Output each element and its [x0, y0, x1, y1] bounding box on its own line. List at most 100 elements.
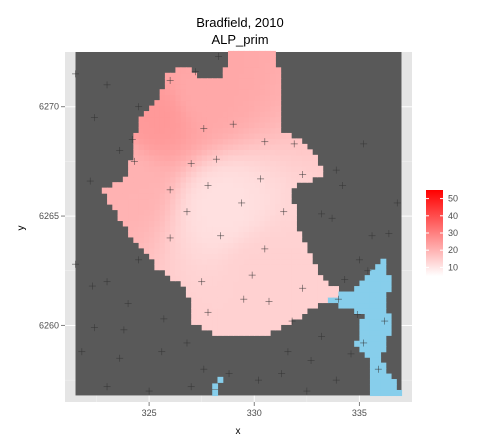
- heat-cell: [196, 286, 203, 293]
- point-marker: [307, 356, 315, 364]
- heat-cell: [227, 154, 234, 161]
- heat-cell: [154, 193, 161, 200]
- heat-cell: [222, 329, 229, 336]
- water-cell: [369, 329, 376, 336]
- heat-cell: [238, 78, 245, 85]
- heat-cell: [264, 275, 271, 282]
- heat-cell: [217, 269, 224, 276]
- heat-cell: [212, 291, 219, 298]
- heat-cell: [254, 302, 261, 309]
- heat-cell: [227, 165, 234, 172]
- heat-cell: [254, 329, 261, 336]
- heat-cell: [312, 269, 318, 276]
- heat-cell: [112, 193, 119, 200]
- heat-cell: [212, 324, 219, 331]
- point-marker: [145, 387, 153, 395]
- water-cell: [348, 291, 355, 298]
- heat-cell: [154, 182, 161, 189]
- heat-cell: [238, 61, 245, 68]
- heat-cell: [238, 291, 245, 298]
- heat-cell: [180, 122, 187, 129]
- heat-cell: [143, 116, 150, 123]
- heat-cell: [322, 297, 329, 304]
- point-marker: [254, 376, 262, 384]
- heat-cell: [175, 258, 182, 265]
- point-marker: [191, 68, 199, 76]
- chart-subtitle: ALP_prim: [211, 32, 268, 47]
- heat-cell: [301, 302, 308, 309]
- point-marker: [368, 232, 376, 240]
- heat-cell: [254, 61, 261, 68]
- water-cell: [375, 297, 382, 304]
- heat-cell: [280, 286, 287, 293]
- water-cell: [380, 340, 387, 347]
- water-cell: [375, 389, 382, 397]
- heat-cell: [149, 242, 155, 249]
- heat-cell: [222, 247, 229, 254]
- heat-cell: [264, 193, 271, 200]
- heat-cell: [322, 291, 329, 298]
- heat-cell: [227, 297, 234, 304]
- heat-cell: [285, 313, 292, 320]
- heat-cell: [296, 307, 303, 315]
- water-cell: [380, 324, 387, 331]
- heat-cell: [238, 231, 245, 238]
- heat-cell: [264, 329, 271, 336]
- heat-cell: [275, 182, 282, 189]
- heat-cell: [149, 138, 155, 145]
- heat-cell: [270, 132, 276, 140]
- heat-cell: [175, 67, 182, 74]
- heat-cell: [201, 280, 208, 287]
- heat-cell: [180, 116, 187, 123]
- water-cell: [359, 329, 366, 336]
- heat-cell: [264, 236, 271, 243]
- heat-cell: [217, 187, 224, 194]
- heat-cell: [264, 122, 271, 129]
- heat-cell: [138, 182, 145, 189]
- heat-cell: [128, 182, 134, 189]
- heat-cell: [275, 198, 282, 205]
- heat-cell: [164, 258, 171, 265]
- heat-cell: [254, 318, 261, 325]
- heat-cell: [259, 143, 266, 150]
- heat-cell: [206, 143, 213, 150]
- heat-cell: [270, 247, 276, 254]
- water-cell: [375, 384, 382, 391]
- heat-cell: [259, 275, 266, 282]
- heat-cell: [164, 149, 171, 156]
- heat-cell: [275, 209, 282, 216]
- heat-cell: [270, 225, 276, 232]
- point-marker: [257, 175, 265, 183]
- heat-cell: [270, 302, 276, 309]
- heat-cell: [112, 182, 119, 189]
- water-cell: [385, 324, 392, 331]
- heat-cell: [222, 242, 229, 249]
- heat-cell: [143, 187, 150, 194]
- heat-cell: [249, 231, 255, 238]
- heat-cell: [222, 127, 229, 134]
- heat-cell: [227, 329, 234, 336]
- heat-cell: [243, 89, 250, 96]
- heat-cell: [196, 138, 203, 145]
- water-cell: [369, 313, 376, 320]
- heat-cell: [270, 61, 276, 68]
- heat-cell: [249, 132, 255, 140]
- water-cell: [364, 297, 371, 304]
- heat-cell: [138, 165, 145, 172]
- heat-cell: [222, 253, 229, 260]
- heat-cell: [227, 231, 234, 238]
- heat-cell: [175, 220, 182, 227]
- heat-cell: [291, 291, 297, 298]
- heat-cell: [128, 214, 134, 222]
- heat-cell: [264, 78, 271, 85]
- heat-cell: [275, 78, 282, 85]
- legend-tick-label: 10: [448, 262, 458, 272]
- heat-cell: [206, 297, 213, 304]
- heat-cell: [254, 198, 261, 205]
- heat-cell: [254, 286, 261, 293]
- heat-cell: [196, 143, 203, 150]
- heat-cell: [254, 138, 261, 145]
- heat-cell: [222, 214, 229, 222]
- heat-cell: [164, 83, 171, 90]
